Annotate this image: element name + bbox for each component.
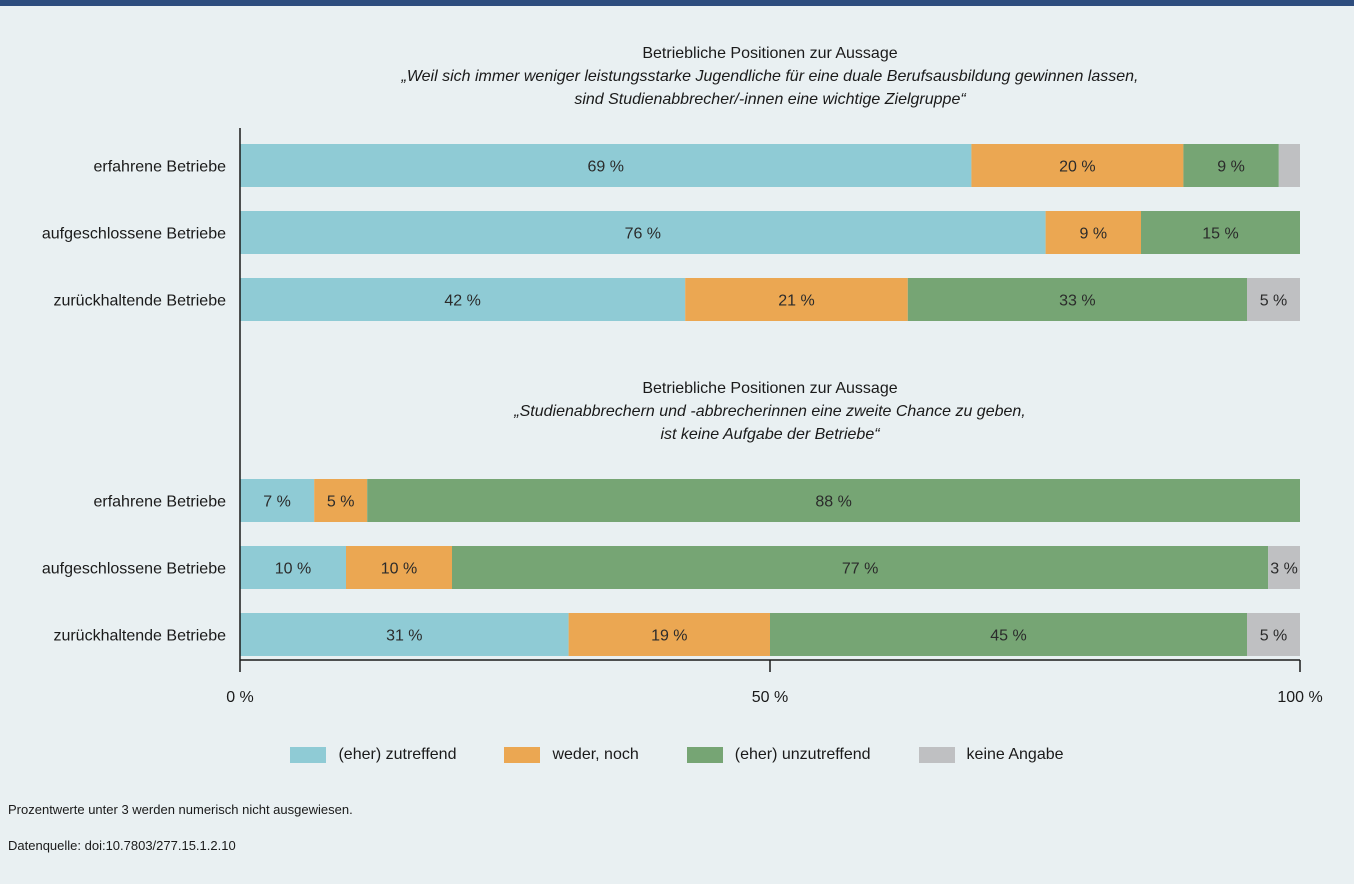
panel-2-statement-line-1: „Studienabbrechern und -abbrecherinnen e…	[513, 403, 1025, 420]
data-label-unzutreffend-aufgeschlossene: 77 %	[842, 561, 878, 578]
legend-swatch-zutreffend	[290, 747, 327, 763]
data-label-weder-noch-aufgeschlossene: 9 %	[1080, 226, 1108, 243]
legend: (eher) zutreffend weder, noch (eher) unz…	[0, 746, 1354, 764]
legend-label-unzutreffend: (eher) unzutreffend	[734, 746, 871, 763]
bar-segment-unzutreffend-erfahrene	[1183, 144, 1279, 187]
data-label-weder-noch-erfahrene: 5 %	[327, 494, 355, 511]
data-label-weder-noch-zurueckhaltende: 21 %	[778, 293, 814, 310]
data-label-weder-noch-erfahrene: 20 %	[1059, 159, 1095, 176]
category-label-zurueckhaltende: zurückhaltende Betriebe	[53, 628, 226, 645]
x-tick-label-0: 0 %	[226, 689, 254, 706]
legend-swatch-weder-noch	[504, 747, 541, 763]
data-label-zutreffend-aufgeschlossene: 76 %	[625, 226, 661, 243]
bar-segment-weder-noch-aufgeschlossene	[1045, 211, 1141, 254]
bar-segment-unzutreffend-erfahrene	[367, 479, 1300, 522]
bar-segment-keine-angabe-zurueckhaltende	[1247, 613, 1300, 656]
bar-segment-weder-noch-zurueckhaltende	[568, 613, 770, 656]
panel-1-statement-line-2: sind Studienabbrecher/-innen eine wichti…	[574, 91, 967, 108]
panel-2-statement-line-2: ist keine Aufgabe der Betriebe“	[660, 426, 881, 443]
legend-label-keine-angabe: keine Angabe	[966, 746, 1064, 763]
bar-segment-unzutreffend-aufgeschlossene	[452, 546, 1269, 589]
x-tick-label-50: 50 %	[752, 689, 788, 706]
panel-2-title: Betriebliche Positionen zur Aussage	[642, 380, 897, 397]
bar-segment-weder-noch-zurueckhaltende	[685, 278, 908, 321]
panel-1-title: Betriebliche Positionen zur Aussage	[642, 45, 897, 62]
data-label-keine-angabe-zurueckhaltende: 5 %	[1260, 293, 1288, 310]
legend-item-weder-noch: weder, noch	[504, 746, 639, 764]
data-label-zutreffend-zurueckhaltende: 31 %	[386, 628, 422, 645]
data-label-zutreffend-zurueckhaltende: 42 %	[444, 293, 480, 310]
bar-segment-zutreffend-aufgeschlossene	[240, 211, 1046, 254]
data-label-unzutreffend-zurueckhaltende: 45 %	[990, 628, 1026, 645]
bar-segment-zutreffend-zurueckhaltende	[240, 613, 569, 656]
bar-segment-zutreffend-aufgeschlossene	[240, 546, 346, 589]
top-accent-bar	[0, 0, 1354, 6]
bar-segment-keine-angabe-erfahrene	[1278, 144, 1300, 187]
legend-label-zutreffend: (eher) zutreffend	[338, 746, 457, 763]
legend-swatch-keine-angabe	[918, 747, 955, 763]
bar-segment-zutreffend-zurueckhaltende	[240, 278, 686, 321]
data-label-zutreffend-aufgeschlossene: 10 %	[275, 561, 311, 578]
data-label-unzutreffend-aufgeschlossene: 15 %	[1202, 226, 1238, 243]
stacked-bar-chart: Betriebliche Positionen zur Aussage „Weil…	[42, 45, 1323, 706]
data-label-weder-noch-aufgeschlossene: 10 %	[381, 561, 417, 578]
data-label-keine-angabe-aufgeschlossene: 3 %	[1270, 561, 1298, 578]
category-label-aufgeschlossene: aufgeschlossene Betriebe	[42, 561, 226, 578]
legend-swatch-unzutreffend	[686, 747, 723, 763]
legend-item-unzutreffend: (eher) unzutreffend	[686, 746, 871, 764]
data-label-zutreffend-erfahrene: 7 %	[263, 494, 291, 511]
bar-segment-weder-noch-erfahrene	[314, 479, 368, 522]
data-label-zutreffend-erfahrene: 69 %	[587, 159, 623, 176]
bar-segment-unzutreffend-zurueckhaltende	[907, 278, 1247, 321]
category-label-erfahrene: erfahrene Betriebe	[93, 159, 226, 176]
legend-item-zutreffend: (eher) zutreffend	[290, 746, 456, 764]
bar-segment-weder-noch-aufgeschlossene	[346, 546, 452, 589]
bar-segment-unzutreffend-zurueckhaltende	[770, 613, 1247, 656]
data-label-unzutreffend-zurueckhaltende: 33 %	[1059, 293, 1095, 310]
data-label-keine-angabe-zurueckhaltende: 5 %	[1260, 628, 1288, 645]
bar-segment-zutreffend-erfahrene	[240, 479, 315, 522]
bar-segment-keine-angabe-zurueckhaltende	[1247, 278, 1300, 321]
x-tick-label-100: 100 %	[1277, 689, 1322, 706]
category-label-zurueckhaltende: zurückhaltende Betriebe	[53, 293, 226, 310]
data-label-unzutreffend-erfahrene: 88 %	[815, 494, 851, 511]
data-label-unzutreffend-erfahrene: 9 %	[1217, 159, 1245, 176]
bar-segment-keine-angabe-aufgeschlossene	[1268, 546, 1300, 589]
legend-label-weder-noch: weder, noch	[552, 746, 639, 763]
bar-segment-zutreffend-erfahrene	[240, 144, 972, 187]
data-label-weder-noch-zurueckhaltende: 19 %	[651, 628, 687, 645]
bar-segment-weder-noch-erfahrene	[971, 144, 1184, 187]
category-label-erfahrene: erfahrene Betriebe	[93, 494, 226, 511]
data-source: Datenquelle: doi:10.7803/277.15.1.2.10	[8, 838, 236, 853]
bar-segment-unzutreffend-aufgeschlossene	[1141, 211, 1300, 254]
category-label-aufgeschlossene: aufgeschlossene Betriebe	[42, 226, 226, 243]
legend-item-keine-angabe: keine Angabe	[918, 746, 1064, 764]
panel-1-statement-line-1: „Weil sich immer weniger leistungsstarke…	[401, 68, 1139, 85]
footnote: Prozentwerte unter 3 werden numerisch ni…	[8, 802, 353, 817]
